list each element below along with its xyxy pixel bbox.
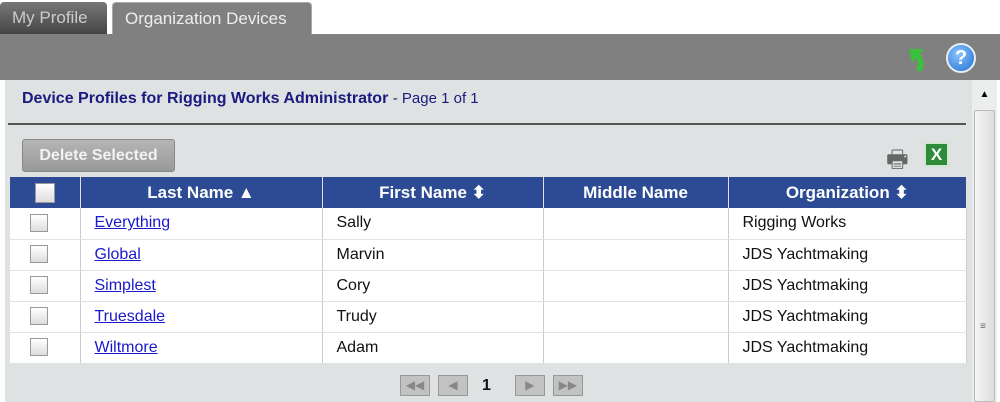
printer-icon[interactable]: 🖶 [886,146,909,173]
table-row: Truesdale Trudy JDS Yachtmaking [10,301,967,333]
toolbar-bar [0,34,1000,80]
col-first-name[interactable]: First Name ⬍ [322,177,544,208]
scroll-thumb[interactable]: ≡ [974,110,995,402]
col-last-name[interactable]: Last Name ▲ [80,177,323,208]
current-page: 1 [482,376,491,394]
select-all-checkbox[interactable] [34,182,55,203]
excel-export-icon[interactable]: X [924,142,949,167]
first-name: Marvin [322,239,544,271]
grip-icon: ≡ [980,321,986,332]
middle-name [543,239,729,271]
last-name-link[interactable]: Simplest [94,276,156,294]
last-name-link[interactable]: Everything [94,214,171,232]
row-checkbox[interactable] [30,245,48,264]
organization: JDS Yachtmaking [728,301,967,333]
prev-page-button[interactable]: ◀ [438,375,468,396]
divider [8,123,966,125]
first-name: Adam [322,332,544,364]
last-name-link[interactable]: Wiltmore [94,338,158,356]
back-arrow-icon[interactable] [906,47,928,73]
middle-name [543,270,729,302]
table-row: Everything Sally Rigging Works [10,208,967,240]
first-page-button[interactable]: ◀◀ [400,375,430,396]
first-name: Trudy [322,301,544,333]
scroll-up-icon[interactable]: ▲ [979,89,990,100]
middle-name [543,208,729,240]
page-info: - Page 1 of 1 [392,90,479,107]
last-page-button[interactable]: ▶▶ [552,375,583,396]
table-row: Simplest Cory JDS Yachtmaking [10,270,967,302]
tab-organization-devices[interactable]: Organization Devices [112,2,312,35]
table-header: Last Name ▲ First Name ⬍ Middle Name Org… [10,177,967,208]
first-name: Sally [322,208,544,240]
pager: ◀◀ ◀ 1 ▶ ▶▶ [400,375,583,396]
title-text: Device Profiles for Rigging Works Admini… [22,90,389,107]
row-checkbox[interactable] [30,214,48,233]
row-checkbox[interactable] [30,276,48,295]
tab-my-profile[interactable]: My Profile [0,2,107,35]
col-middle-name: Middle Name [543,177,729,208]
delete-selected-button[interactable]: Delete Selected [22,139,175,172]
organization: JDS Yachtmaking [728,239,967,271]
organization: Rigging Works [728,208,967,240]
middle-name [543,301,729,333]
middle-name [543,332,729,364]
organization: JDS Yachtmaking [728,332,967,364]
last-name-link[interactable]: Global [94,245,141,263]
first-name: Cory [322,270,544,302]
table-row: Global Marvin JDS Yachtmaking [10,239,967,271]
table-row: Wiltmore Adam JDS Yachtmaking [10,332,967,364]
next-page-button[interactable]: ▶ [514,375,545,396]
row-checkbox[interactable] [30,307,48,326]
last-name-link[interactable]: Truesdale [94,307,166,325]
col-organization[interactable]: Organization ⬍ [728,177,967,208]
page-title: Device Profiles for Rigging Works Admini… [22,90,479,108]
scrollbar[interactable]: ▲ ≡ [972,80,997,402]
row-checkbox[interactable] [30,338,48,357]
organization: JDS Yachtmaking [728,270,967,302]
help-icon[interactable]: ? [946,43,976,73]
devices-table: Last Name ▲ First Name ⬍ Middle Name Org… [10,177,967,364]
select-all-header [10,177,81,208]
